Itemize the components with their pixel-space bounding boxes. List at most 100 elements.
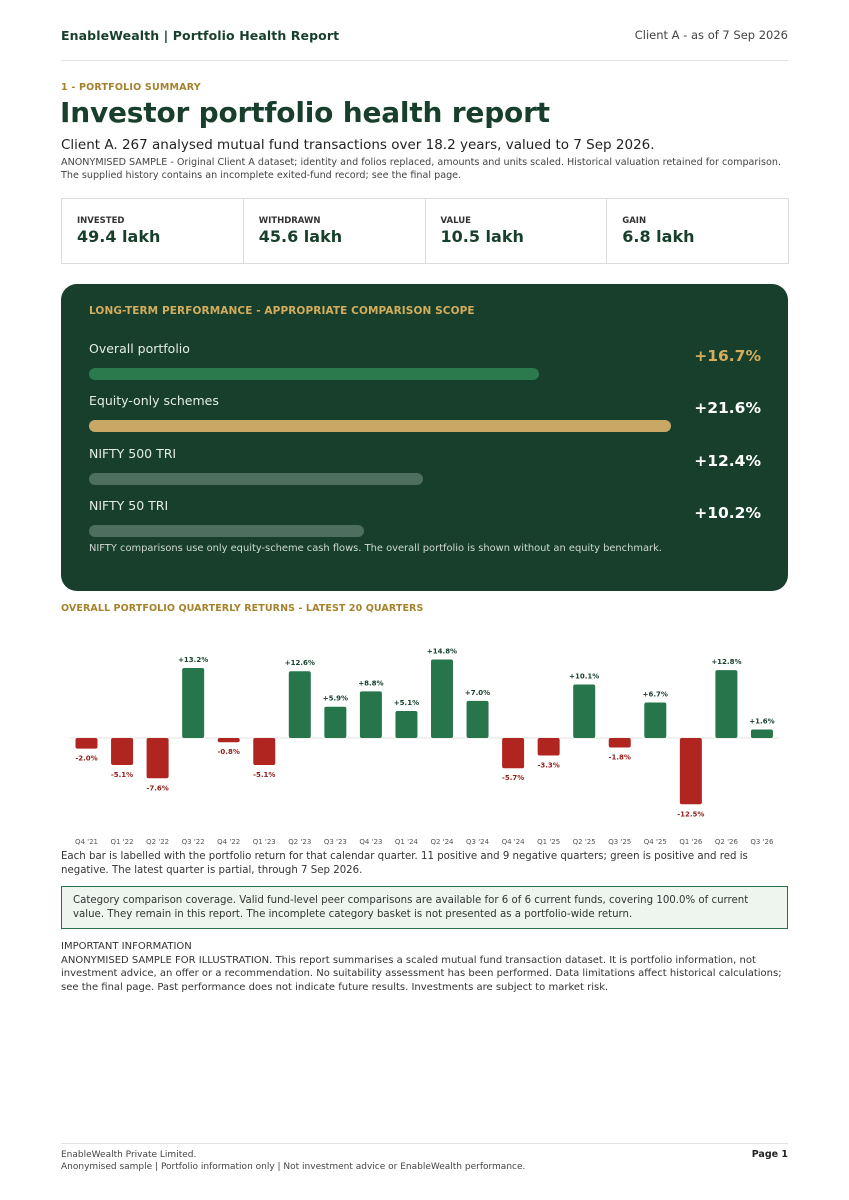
quarterly-returns-svg: -2.0% Q4 '21 -5.1% Q1 '22 -7.6% Q2 '22 +13.2% Q…: [69, 648, 779, 846]
kpi-value-card: VALUE 10.5 lakh: [426, 199, 608, 263]
page-number: Page 1: [751, 1149, 788, 1160]
perf-row-name: NIFTY 50 TRI: [89, 498, 169, 513]
perf-row-value: +16.7%: [694, 347, 761, 365]
data-label: -5.1%: [253, 771, 275, 779]
x-tick-label: Q2 '23: [288, 838, 311, 846]
data-label: +14.8%: [427, 648, 457, 656]
kpi-value: 10.5 lakh: [440, 227, 524, 246]
chart-note: Each bar is labelled with the portfolio …: [61, 851, 748, 876]
x-tick-label: Q2 '25: [573, 838, 596, 846]
data-label: -1.8%: [609, 754, 631, 762]
report-header: EnableWealth | Portfolio Health Report C…: [61, 28, 788, 61]
anonymised-notice: ANONYMISED SAMPLE - Original Client A da…: [61, 157, 782, 181]
x-tick-label: Q2 '24: [430, 838, 454, 846]
data-label: -5.1%: [111, 771, 133, 779]
x-tick-label: Q4 '25: [644, 838, 667, 846]
chart-bar: [111, 738, 134, 766]
x-tick-label: Q3 '25: [608, 838, 631, 846]
x-tick-label: Q1 '26: [679, 838, 703, 846]
data-label: +5.1%: [394, 699, 419, 707]
coverage-callout: Category comparison coverage. Valid fund…: [61, 886, 788, 929]
perf-row-overall: Overall portfolio +16.7%: [89, 341, 761, 381]
page-subtitle: Client A. 267 analysed mutual fund trans…: [61, 137, 655, 153]
chart-bar: [324, 706, 347, 738]
x-tick-label: Q3 '26: [750, 838, 774, 846]
perf-bar: [89, 473, 424, 485]
chart-bar: [537, 738, 560, 756]
performance-note: NIFTY comparisons use only equity-scheme…: [89, 543, 662, 554]
chart-bar: [679, 738, 702, 805]
data-label: +7.0%: [465, 689, 490, 697]
data-label: +6.7%: [643, 690, 668, 698]
data-label: -5.7%: [502, 774, 524, 782]
x-tick-label: Q3 '23: [324, 838, 347, 846]
kpi-strip: INVESTED 49.4 lakh WITHDRAWN 45.6 lakh V…: [61, 198, 789, 264]
data-label: +1.6%: [749, 718, 774, 726]
perf-row-name: Overall portfolio: [89, 341, 190, 356]
perf-bar: [89, 525, 364, 537]
x-tick-label: Q3 '24: [466, 838, 490, 846]
x-tick-label: Q2 '26: [715, 838, 739, 846]
chart-bar: [502, 738, 525, 769]
x-tick-label: Q1 '24: [395, 838, 419, 846]
important-info-text: ANONYMISED SAMPLE FOR ILLUSTRATION. This…: [61, 955, 782, 993]
page-title: Investor portfolio health report: [60, 96, 550, 129]
x-tick-label: Q1 '23: [253, 838, 276, 846]
perf-row-nifty500: NIFTY 500 TRI +12.4%: [89, 446, 761, 486]
data-label: +5.9%: [323, 695, 348, 703]
kpi-label: GAIN: [622, 216, 647, 226]
data-label: -12.5%: [677, 810, 704, 818]
chart-bar: [431, 659, 453, 738]
chart-bar: [75, 738, 98, 749]
chart-title: OVERALL PORTFOLIO QUARTERLY RETURNS - LA…: [61, 603, 424, 614]
perf-row-value: +21.6%: [694, 399, 761, 417]
quarterly-returns-chart: -2.0% Q4 '21 -5.1% Q1 '22 -7.6% Q2 '22 +13.2% Q…: [61, 630, 789, 850]
kpi-value: 45.6 lakh: [258, 227, 343, 246]
kpi-withdrawn: WITHDRAWN 45.6 lakh: [244, 199, 426, 263]
x-tick-label: Q1 '25: [537, 838, 560, 846]
perf-row-name: NIFTY 500 TRI: [89, 446, 177, 461]
chart-bar: [146, 738, 169, 779]
footer-disclaimer: Anonymised sample | Portfolio informatio…: [61, 1162, 526, 1172]
kpi-value: 49.4 lakh: [77, 227, 161, 246]
kpi-value: 6.8 lakh: [622, 227, 695, 246]
x-tick-label: Q2 '22: [146, 838, 169, 846]
chart-bar: [573, 684, 596, 738]
data-label: +10.1%: [569, 672, 599, 680]
chart-bar: [359, 691, 382, 738]
data-label: +12.6%: [285, 659, 315, 667]
data-label: -0.8%: [218, 748, 240, 756]
chart-bar: [253, 738, 276, 766]
chart-bar: [466, 700, 489, 738]
brand-title: EnableWealth | Portfolio Health Report: [61, 28, 340, 43]
as-of-date: Client A - as of 7 Sep 2026: [634, 28, 788, 42]
x-tick-label: Q3 '22: [182, 838, 205, 846]
kpi-label: WITHDRAWN: [258, 216, 321, 226]
performance-title: LONG-TERM PERFORMANCE - APPROPRIATE COMP…: [89, 305, 475, 317]
data-label: +8.8%: [358, 679, 383, 687]
perf-row-nifty50: NIFTY 50 TRI +10.2%: [89, 498, 761, 538]
perf-bar: [89, 420, 671, 432]
x-tick-label: Q1 '22: [111, 838, 134, 846]
data-label: -3.3%: [537, 761, 559, 769]
perf-row-name: Equity-only schemes: [89, 393, 219, 408]
chart-bar: [608, 738, 631, 748]
chart-bar: [182, 668, 205, 738]
chart-bar: [715, 670, 738, 738]
perf-row-value: +12.4%: [694, 452, 761, 470]
x-tick-label: Q4 '24: [502, 838, 526, 846]
kpi-label: VALUE: [440, 216, 471, 226]
x-tick-label: Q4 '21: [75, 838, 98, 846]
chart-bar: [750, 729, 773, 738]
data-label: -7.6%: [146, 784, 168, 792]
kpi-label: INVESTED: [77, 216, 125, 226]
kpi-gain: GAIN 6.8 lakh: [607, 199, 788, 263]
perf-bar: [89, 368, 539, 380]
page-footer: EnableWealth Private Limited. Anonymised…: [61, 1143, 788, 1173]
data-label: +13.2%: [178, 656, 208, 664]
x-tick-label: Q4 '23: [359, 838, 382, 846]
section-label: 1 - PORTFOLIO SUMMARY: [61, 82, 201, 93]
chart-bar: [644, 702, 667, 738]
footer-company: EnableWealth Private Limited.: [61, 1150, 197, 1160]
chart-bar: [288, 671, 311, 738]
